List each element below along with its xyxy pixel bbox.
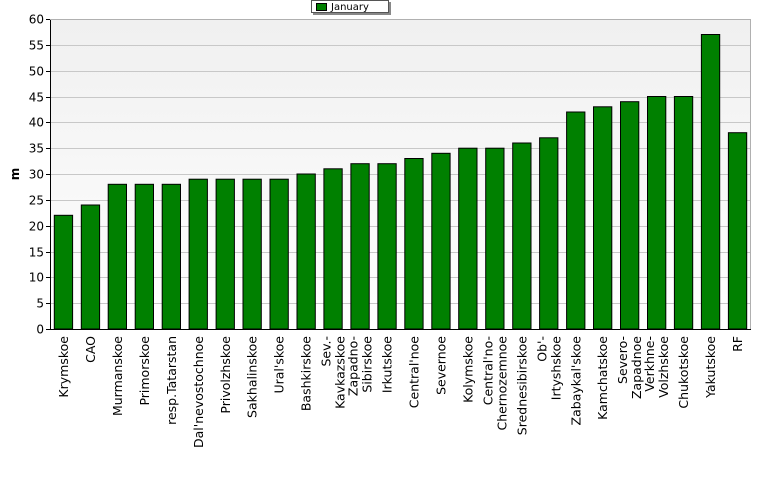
bar-Kolymskoe	[458, 147, 478, 330]
x-category-label: Kavkazskoe	[333, 336, 348, 409]
y-tick-label: 55	[29, 39, 44, 53]
x-category-label: Chukotskoe	[676, 336, 691, 409]
bar-Privolzhskoe	[215, 178, 235, 330]
legend-label: January	[331, 2, 369, 13]
bar-Sev.-Kavkazskoe	[323, 168, 343, 330]
x-category-label: resp.Tatarstan	[164, 336, 179, 425]
bar-Primorskoe	[134, 183, 154, 330]
bars	[53, 34, 748, 330]
x-category-label: Sakhalinskoe	[245, 336, 260, 418]
bar-Central'no-Chernozemnoe	[485, 147, 505, 330]
bar-Kamchatskoe	[593, 106, 613, 330]
y-tick-label: 30	[29, 168, 44, 182]
bar-Krymskoe	[53, 214, 74, 330]
x-category-label: Zabaykal'skoe	[568, 336, 583, 426]
bar-Zapadno-Sibirskoe	[350, 163, 370, 330]
x-category-label: Severo-	[615, 336, 630, 384]
x-category-label: Chernozemnoe	[494, 336, 509, 431]
legend-swatch	[316, 3, 327, 11]
x-category-label: Dal'nevostochnoe	[191, 336, 206, 448]
y-tick-label: 5	[36, 297, 44, 311]
bar-Sakhalinskoe	[242, 178, 262, 330]
x-category-label: Sev.-	[319, 336, 334, 367]
x-category-label: Irtyshskoe	[548, 336, 563, 401]
x-category-label: Verkhne-	[642, 336, 657, 392]
x-category-label: Severnoe	[433, 336, 448, 395]
x-category-label: Bashkirskoe	[299, 336, 314, 411]
x-category-label: RF	[730, 336, 745, 352]
x-category-label: Zapadnoe	[629, 336, 644, 399]
bar-Dal'nevostochnoe	[188, 178, 208, 330]
bar-RF	[727, 132, 748, 330]
bar-Zabaykal'skoe	[566, 111, 586, 330]
y-tick-labels: 0 5 10 15 20 25 30 35 40 45 50 55 60	[29, 13, 44, 337]
x-category-label: Volzhskoe	[656, 336, 671, 398]
y-tick-label: 10	[29, 271, 44, 285]
bar-CAO	[80, 204, 101, 330]
x-category-label: Central'no-	[480, 336, 495, 405]
x-category-label: CAO	[83, 336, 98, 363]
x-category-label: Ural'skoe	[272, 336, 287, 394]
x-category-labels: Krymskoe CAO Murmanskoe Primorskoe resp.Tata…	[56, 336, 745, 448]
y-tick-label: 20	[29, 220, 44, 234]
x-category-label: Privolzhskoe	[218, 336, 233, 414]
x-category-label: Primorskoe	[137, 336, 152, 406]
x-category-label: Sibirskoe	[360, 336, 375, 393]
bar-Bashkirskoe	[296, 173, 316, 330]
x-category-label: Zapadno-	[346, 336, 361, 396]
bar-Irkutskoe	[377, 163, 397, 330]
y-tick-label: 25	[29, 194, 44, 208]
x-category-label: Central'noe	[407, 336, 422, 409]
x-category-label: Kolymskoe	[460, 336, 475, 403]
bar-Ural'skoe	[269, 178, 289, 330]
x-category-label: Kamchatskoe	[595, 336, 610, 420]
x-category-label: Ob'-	[534, 336, 549, 362]
y-tick-label: 40	[29, 116, 44, 130]
y-tick-label: 15	[29, 246, 44, 260]
y-tick-label: 45	[29, 91, 44, 105]
y-tick-label: 0	[36, 323, 44, 337]
y-axis-title: m	[8, 168, 22, 181]
y-tick-label: 50	[29, 65, 44, 79]
bar-Yakutskoe	[700, 34, 721, 330]
bar-Ob'-Irtyshskoe	[539, 137, 559, 330]
bar-Srednesibirskoe	[512, 142, 532, 330]
axes	[50, 19, 751, 330]
legend: January	[311, 0, 389, 13]
bar-Severnoe	[431, 152, 451, 330]
bar-Murmanskoe	[107, 183, 127, 330]
bar-resp.Tatarstan	[161, 183, 181, 330]
bar-Verkhne-Volzhskoe	[647, 96, 667, 330]
y-tick-label: 60	[29, 13, 44, 27]
y-tick-label: 35	[29, 142, 44, 156]
x-category-label: Murmanskoe	[110, 336, 125, 416]
x-category-label: Yakutskoe	[703, 336, 718, 399]
x-category-label: Krymskoe	[56, 336, 71, 398]
bar-Severo-Zapadnoe	[620, 101, 640, 330]
bar-Chukotskoe	[673, 96, 694, 330]
x-category-label: Srednesibirskoe	[514, 336, 529, 436]
bar-Central'noe	[404, 158, 424, 330]
x-category-label: Irkutskoe	[380, 336, 395, 393]
